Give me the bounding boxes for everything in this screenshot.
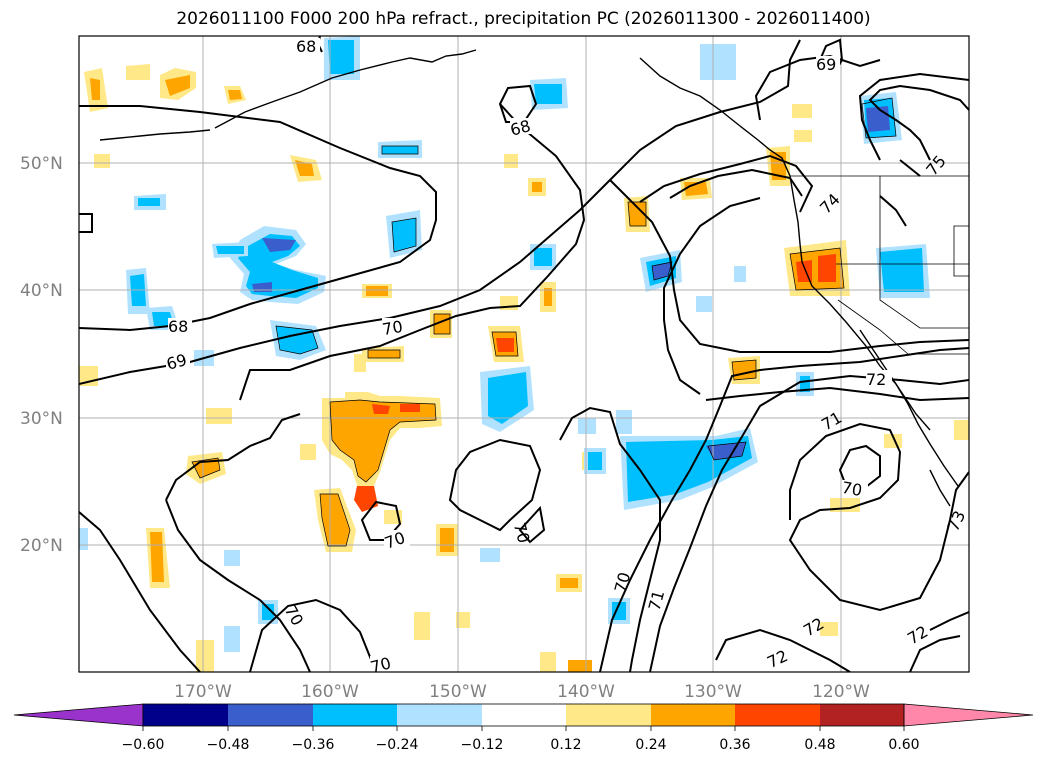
colorbar-tick-label: 0.36: [719, 737, 750, 753]
precip-contour-outlines: [191, 97, 897, 547]
lon-label: 130°W: [684, 682, 742, 702]
colorbar-tick-label: 0.48: [804, 737, 835, 753]
longitude-labels: 170°W 160°W 150°W 140°W 130°W 120°W: [174, 682, 870, 702]
contour-label: 69: [164, 350, 189, 374]
contour-label: 68: [508, 116, 533, 140]
coastlines: [99, 49, 959, 507]
contour-label: 70: [611, 570, 635, 595]
colorbar-segment: [313, 704, 397, 726]
contour-label: 70: [840, 478, 863, 500]
lat-label: 40°N: [20, 281, 63, 301]
lon-label: 140°W: [557, 682, 615, 702]
colorbar-segment: [397, 704, 482, 726]
precip-negative-shading: [79, 36, 930, 652]
lon-label: 150°W: [429, 682, 487, 702]
latitude-labels: 50°N 40°N 30°N 20°N: [20, 154, 63, 556]
colorbar: −0.60 −0.48 −0.36 −0.24 −0.12 0.12 0.24 …: [13, 703, 1034, 753]
graticule: [79, 36, 969, 672]
colorbar-segment: [735, 704, 820, 726]
colorbar-segment: [566, 704, 651, 726]
precip-positive-shading: [79, 64, 969, 672]
colorbar-tick-label: −0.60: [122, 737, 165, 753]
contour-label: 71: [645, 588, 669, 613]
colorbar-segment: [482, 704, 566, 726]
contour-label: 70: [510, 521, 534, 546]
lon-label: 170°W: [174, 682, 232, 702]
borders: [790, 175, 969, 355]
lat-label: 30°N: [20, 409, 63, 429]
colorbar-tick-label: −0.48: [207, 737, 250, 753]
colorbar-segment: [651, 704, 735, 726]
colorbar-tick-label: −0.24: [376, 737, 419, 753]
map-panel: [79, 36, 969, 672]
contour-label: 68: [296, 37, 316, 56]
lat-label: 50°N: [20, 154, 63, 174]
contour-label: 68: [168, 317, 188, 336]
colorbar-segment: [228, 704, 313, 726]
lon-label: 160°W: [301, 682, 359, 702]
lat-label: 20°N: [20, 536, 63, 556]
lon-label: 120°W: [812, 682, 870, 702]
contour-label: 69: [816, 55, 836, 74]
colorbar-right-extension: [903, 703, 1034, 727]
colorbar-segment: [820, 704, 904, 726]
colorbar-segment: [143, 704, 228, 726]
contour-label: 70: [368, 653, 393, 677]
colorbar-tick-label: −0.12: [461, 737, 504, 753]
map-frame: [78, 35, 970, 673]
contour-label: 72: [866, 370, 886, 389]
colorbar-tick-label: 0.60: [888, 737, 919, 753]
colorbar-left-extension: [13, 703, 144, 727]
colorbar-tick-label: 0.24: [635, 737, 666, 753]
colorbar-tick-label: 0.12: [550, 737, 581, 753]
colorbar-tick-label: −0.36: [292, 737, 335, 753]
contour-label: 70: [381, 317, 404, 339]
map-title: 2026011100 F000 200 hPa refract., precip…: [176, 9, 871, 29]
